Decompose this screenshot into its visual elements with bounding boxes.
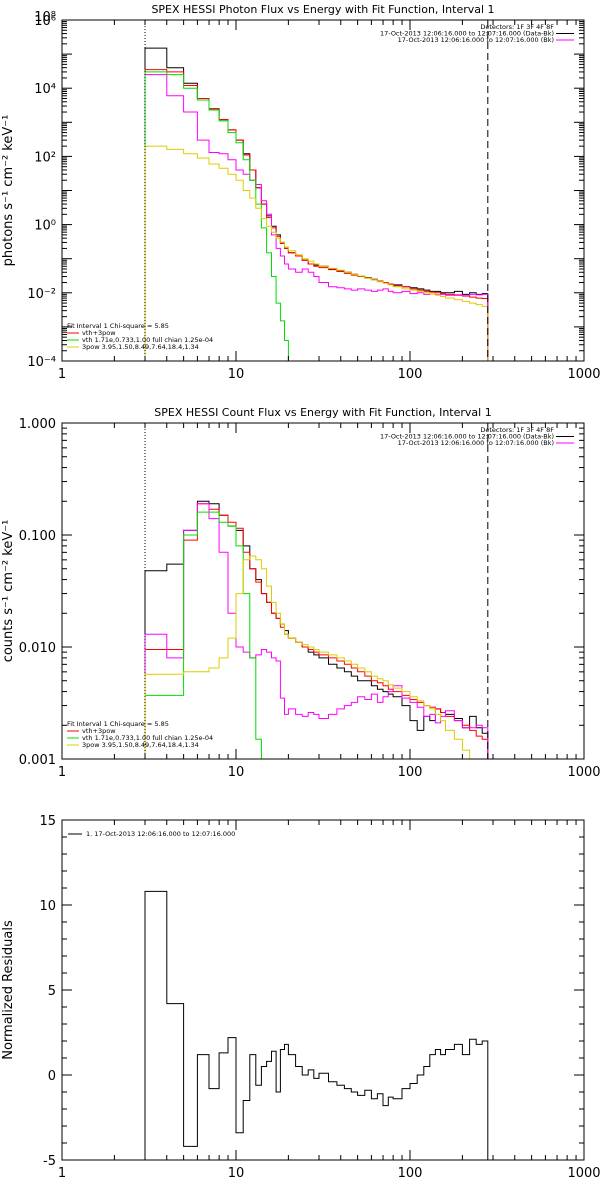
y-tick-label: 15 xyxy=(39,814,56,829)
left-legend-entry: vth 1.71e,0.733,1.00 full chian 1.25e-04 xyxy=(82,734,213,742)
x-tick-label: 1000 xyxy=(567,1166,600,1181)
y-tick-label: 0 xyxy=(48,1069,56,1084)
plot-frame xyxy=(61,819,585,1161)
x-tick-label: 10 xyxy=(228,367,245,382)
panel-1: SPEX HESSI Photon Flux vs Energy with Fi… xyxy=(1,3,600,382)
y-tick-label: 10⁶ xyxy=(34,14,56,29)
plot-frame xyxy=(61,422,585,760)
x-tick-label: 1000 xyxy=(567,765,600,780)
left-legend-entry: 1. 17-Oct-2013 12:06:16.000 to 12:07:16.… xyxy=(86,830,235,838)
x-tick-label: 100 xyxy=(398,367,423,382)
y-tick-label: 0.100 xyxy=(19,529,56,544)
series-5-line xyxy=(144,145,489,361)
x-tick-label: 100 xyxy=(398,1166,423,1181)
left-legend-entry: vth+3pow xyxy=(82,727,116,735)
x-tick-label: 1 xyxy=(58,765,66,780)
series-2-line xyxy=(144,503,489,759)
y-tick-label: 0.001 xyxy=(19,753,56,768)
right-legend-entry: Detectors: 1F 3F 4F 8F xyxy=(480,426,554,434)
right-legend-entry: 17-Oct-2013 12:06:16.000 to 12:07:16.000… xyxy=(398,36,554,44)
series-2-line xyxy=(144,69,489,361)
y-tick-label: 0.010 xyxy=(19,641,56,656)
right-legend-entry: 17-Oct-2013 12:06:16.000 to 12:07:16.000… xyxy=(398,439,554,447)
y-axis-label: Normalized Residuals xyxy=(1,920,16,1060)
series-3-line xyxy=(144,503,489,759)
panel-2: SPEX HESSI Count Flux vs Energy with Fit… xyxy=(1,406,600,780)
series-4-line xyxy=(144,71,296,361)
y-tick-label: -5 xyxy=(43,1154,56,1169)
series-5-line xyxy=(144,555,488,759)
left-legend-entry: Fit Interval 1 Chi-square = 5.85 xyxy=(67,322,169,330)
left-legend-entry: Fit Interval 1 Chi-square = 5.85 xyxy=(67,720,169,728)
y-tick-label: 10 xyxy=(39,899,56,914)
series-1-line xyxy=(144,890,489,1160)
left-legend-entry: vth 1.71e,0.733,1.00 full chian 1.25e-04 xyxy=(82,336,213,344)
x-tick-label: 1 xyxy=(58,1166,66,1181)
series-1-line xyxy=(144,47,489,361)
y-tick-label: 10² xyxy=(34,150,56,165)
x-tick-label: 10 xyxy=(228,1166,245,1181)
right-legend-entry: 17-Oct-2013 12:06:16.000 to 12:07:16.000… xyxy=(380,433,554,441)
chart-title: SPEX HESSI Count Flux vs Energy with Fit… xyxy=(154,406,491,419)
chart-title: SPEX HESSI Photon Flux vs Energy with Fi… xyxy=(151,3,494,16)
y-tick-label: 10⁻⁴ xyxy=(27,355,56,370)
series-3-line xyxy=(144,74,489,361)
y-axis-label: counts s⁻¹ cm⁻² keV⁻¹ xyxy=(1,520,16,663)
y-axis-label: photons s⁻¹ cm⁻² keV⁻¹ xyxy=(1,115,16,267)
left-legend-entry: 3pow 3.95,1.50,8.49,7.64,18.4,1.34 xyxy=(82,741,199,749)
x-tick-label: 1 xyxy=(58,367,66,382)
panel-3: 1 10 100 1000 -5 0 5 10 15 Normalized Residuals 1.… xyxy=(1,814,600,1181)
y-tick-label: 10⁻² xyxy=(27,287,56,302)
left-legend-entry: 3pow 3.95,1.50,8.49,7.64,18.4,1.34 xyxy=(82,343,199,351)
y-tick-label: 10⁴ xyxy=(34,82,56,97)
right-legend-entry: 17-Oct-2013 12:06:16.000 to 12:07:16.000… xyxy=(380,30,554,38)
x-tick-label: 1000 xyxy=(567,367,600,382)
x-tick-label: 10 xyxy=(228,765,245,780)
right-legend-entry: Detectors: 1F 3F 4F 8F xyxy=(480,23,554,31)
y-tick-label: 1.000 xyxy=(19,417,56,432)
y-tick-label: 10⁸ xyxy=(34,10,56,25)
y-tick-label: 10⁰ xyxy=(34,219,56,234)
x-tick-label: 100 xyxy=(398,765,423,780)
y-tick-label: 5 xyxy=(48,984,56,999)
left-legend-entry: vth+3pow xyxy=(82,329,116,337)
plot-frame xyxy=(61,19,585,362)
series-4-line xyxy=(144,511,267,759)
